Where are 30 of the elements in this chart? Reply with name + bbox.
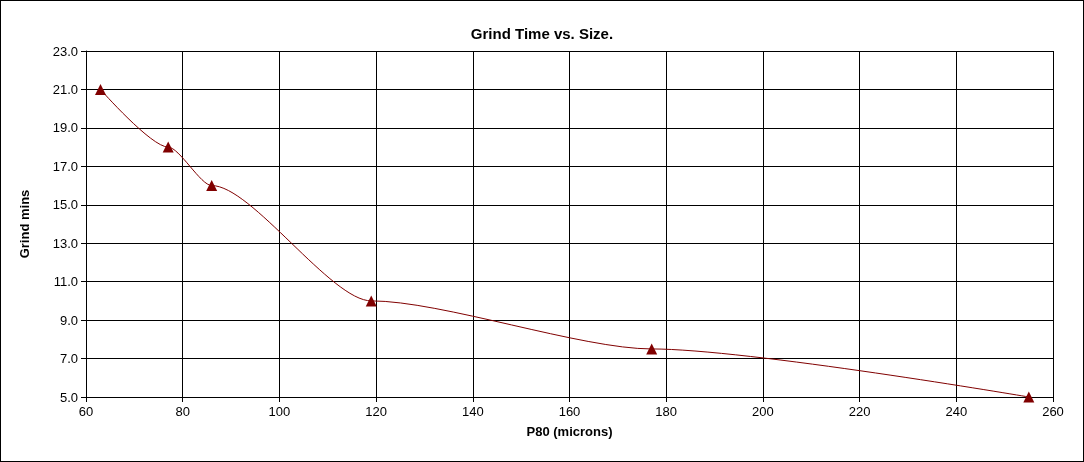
y-tick-label: 17.0 — [52, 158, 78, 174]
point — [1023, 391, 1035, 403]
x-tick-label: 240 — [945, 404, 968, 419]
y-tick-label: 23.0 — [52, 43, 78, 59]
point — [162, 141, 174, 153]
y-tick-label: 7.0 — [59, 351, 78, 367]
y-tick-label: 5.0 — [59, 389, 78, 405]
x-tick-label: 180 — [655, 404, 678, 419]
y-tick-label: 13.0 — [52, 235, 78, 251]
point — [365, 295, 377, 307]
y-tick-label: 15.0 — [52, 197, 78, 213]
y-tick-label: 9.0 — [59, 312, 78, 328]
y-tick-label: 11.0 — [53, 274, 78, 290]
x-tick-label: 120 — [365, 404, 387, 419]
x-tick-label: 160 — [558, 404, 581, 419]
chart-title: Grind Time vs. Size. — [470, 25, 614, 42]
y-tick-label: 19.0 — [52, 120, 78, 136]
y-axis-title: Grind mins — [17, 189, 32, 259]
x-tick-label: 100 — [268, 404, 291, 419]
y-tick-label: 21.0 — [52, 81, 78, 97]
x-axis-title: P80 (microns) — [526, 424, 613, 439]
point — [95, 83, 106, 95]
point — [646, 343, 658, 355]
point — [206, 180, 218, 192]
x-tick-label: 60 — [78, 404, 94, 419]
x-tick-label: 220 — [848, 404, 871, 419]
x-tick-label: 80 — [175, 404, 190, 419]
x-tick-label: 140 — [461, 404, 484, 419]
x-tick-label: 200 — [752, 404, 774, 419]
x-tick-label: 260 — [1042, 404, 1064, 419]
